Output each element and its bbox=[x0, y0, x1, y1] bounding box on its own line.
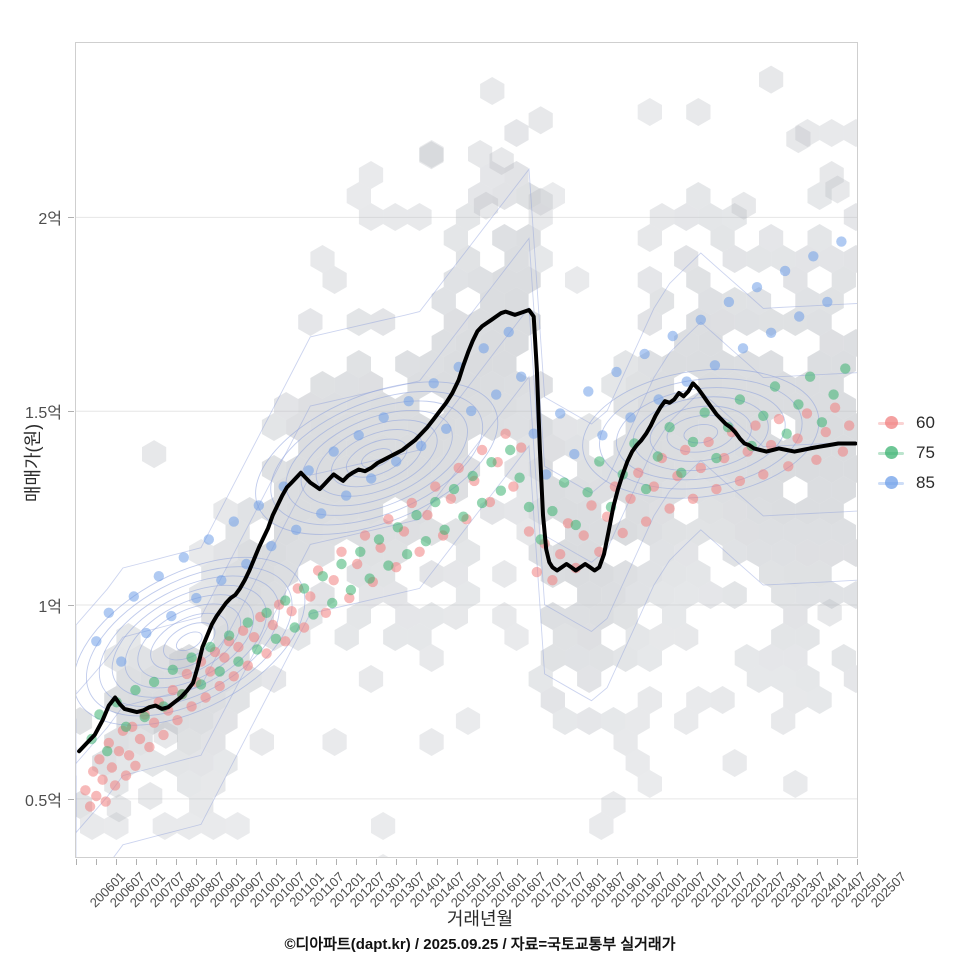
x-tick-mark bbox=[576, 859, 578, 865]
legend-key-icon bbox=[878, 470, 904, 496]
y-axis-title: 매매가(원) bbox=[23, 423, 43, 503]
x-tick-mark bbox=[176, 859, 178, 865]
trend-line bbox=[77, 308, 857, 754]
x-tick-mark bbox=[796, 859, 798, 865]
x-tick-mark bbox=[476, 859, 478, 865]
y-tick-label: 0.5억 bbox=[25, 792, 62, 810]
x-tick-mark bbox=[596, 859, 598, 865]
x-tick-mark bbox=[336, 859, 338, 865]
legend-key-icon bbox=[878, 440, 904, 466]
x-axis-title: 거래년월 bbox=[446, 909, 514, 929]
x-tick-mark bbox=[776, 859, 778, 865]
x-tick-mark bbox=[616, 859, 618, 865]
x-tick-mark bbox=[857, 859, 858, 865]
x-tick-mark bbox=[276, 859, 278, 865]
hexbin-layer bbox=[76, 65, 857, 857]
x-tick-mark bbox=[196, 859, 198, 865]
x-tick-mark bbox=[676, 859, 678, 865]
x-tick-mark bbox=[416, 859, 418, 865]
x-tick-mark bbox=[236, 859, 238, 865]
density-contour-layer bbox=[76, 167, 857, 857]
x-tick-mark bbox=[656, 859, 658, 865]
footer-credit: ©디아파트(dapt.kr) / 2025.09.25 / 자료=국토교통부 실… bbox=[284, 936, 676, 953]
y-tick-mark bbox=[68, 411, 74, 413]
x-tick-mark bbox=[436, 859, 438, 865]
x-tick-mark bbox=[556, 859, 558, 865]
y-tick-label: 1.5억 bbox=[25, 405, 62, 423]
legend-label: 60 bbox=[916, 413, 935, 432]
x-tick-mark bbox=[116, 859, 118, 865]
x-tick-mark bbox=[536, 859, 538, 865]
x-tick-mark bbox=[96, 859, 97, 865]
x-tick-mark bbox=[837, 859, 838, 865]
y-tick-mark bbox=[68, 798, 74, 800]
legend-label: 75 bbox=[916, 443, 935, 462]
x-tick-mark bbox=[136, 859, 138, 865]
legend-item-75[interactable]: 75 bbox=[878, 438, 958, 468]
legend-item-60[interactable]: 60 bbox=[878, 408, 958, 438]
x-tick-mark bbox=[296, 859, 298, 865]
plot-canvas bbox=[76, 65, 857, 857]
x-tick-mark bbox=[76, 859, 77, 865]
x-tick-mark bbox=[756, 859, 758, 865]
scatter-layer bbox=[80, 236, 855, 812]
plot-area bbox=[75, 42, 858, 858]
x-tick-mark bbox=[376, 859, 378, 865]
x-tick-mark bbox=[816, 859, 818, 865]
x-tick-mark bbox=[516, 859, 518, 865]
y-tick-mark bbox=[68, 605, 74, 607]
x-tick-mark bbox=[396, 859, 398, 865]
legend-label: 85 bbox=[916, 473, 935, 492]
x-tick-mark bbox=[356, 859, 358, 865]
x-tick-mark bbox=[636, 859, 638, 865]
legend-dot-icon bbox=[885, 446, 898, 459]
x-tick-mark bbox=[496, 859, 498, 865]
x-tick-mark bbox=[736, 859, 738, 865]
y-tick-label: 2억 bbox=[38, 211, 62, 229]
legend-dot-icon bbox=[885, 476, 898, 489]
x-tick-mark bbox=[316, 859, 318, 865]
legend: 60 75 85 bbox=[878, 408, 958, 498]
series-60 bbox=[80, 402, 855, 812]
series-85 bbox=[91, 236, 847, 667]
legend-key-icon bbox=[878, 410, 904, 436]
x-tick-mark bbox=[256, 859, 258, 865]
x-tick-mark bbox=[716, 859, 718, 865]
y-tick-label: 1억 bbox=[38, 599, 62, 617]
x-tick-mark bbox=[696, 859, 698, 865]
y-tick-mark bbox=[68, 217, 74, 219]
x-tick-mark bbox=[216, 859, 218, 865]
legend-dot-icon bbox=[885, 416, 898, 429]
legend-item-85[interactable]: 85 bbox=[878, 468, 958, 498]
x-tick-mark bbox=[456, 859, 458, 865]
x-tick-mark bbox=[156, 859, 158, 865]
